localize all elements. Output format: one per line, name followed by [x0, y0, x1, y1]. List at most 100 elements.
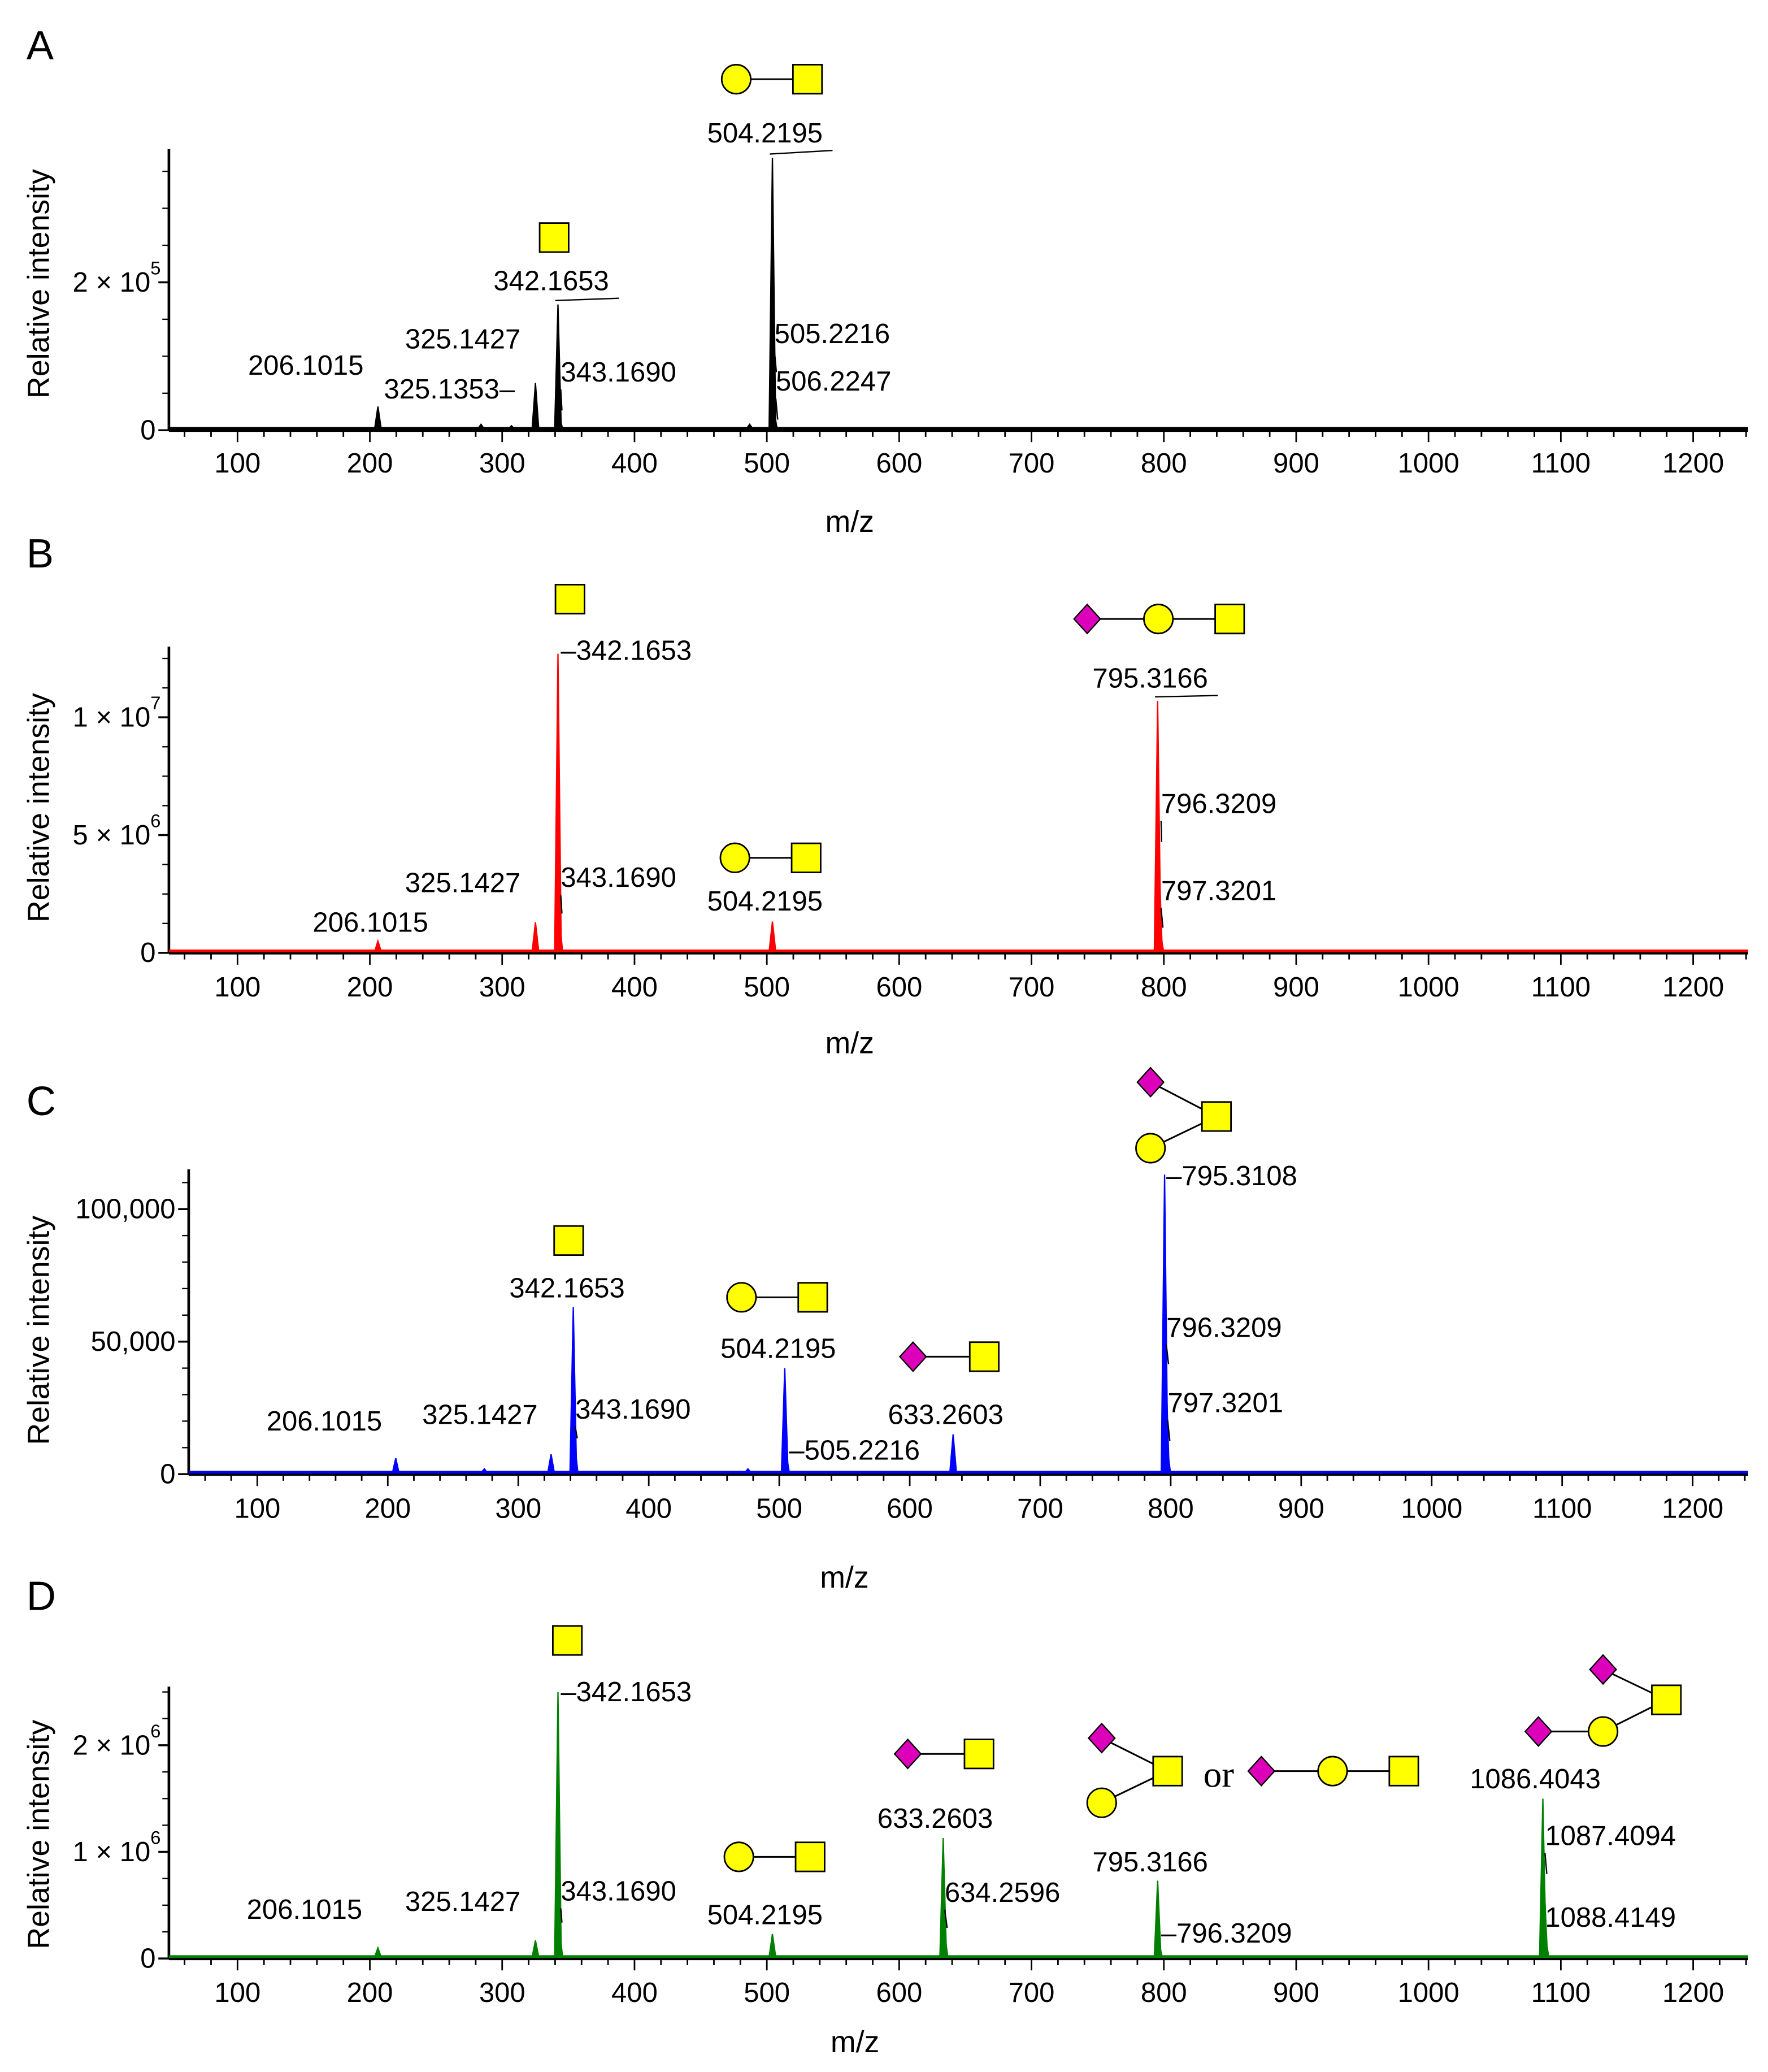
- peak-label: 343.1690: [561, 1876, 676, 1906]
- x-tick-label: 900: [1273, 1978, 1319, 2008]
- peak-label: 1086.4043: [1470, 1764, 1601, 1794]
- peak: [531, 1940, 540, 1958]
- y-tick-label: 1 × 10: [73, 703, 151, 733]
- y-tick-label: 2 × 10: [73, 267, 151, 298]
- glycan-disialyl-hex-hexnac-icon: [1524, 1654, 1682, 1747]
- y-tick-label: 0: [140, 1944, 155, 1974]
- galnac-square-icon: [538, 222, 570, 253]
- x-tick-label: 1100: [1531, 448, 1591, 479]
- x-tick-label: 200: [347, 1978, 393, 2008]
- x-tick-label: 800: [1141, 448, 1187, 479]
- galnac-square-icon: [792, 64, 823, 95]
- panel-label: B: [27, 531, 54, 576]
- peak: [949, 1434, 957, 1474]
- x-tick-label: 700: [1009, 448, 1055, 479]
- peak-label: 796.3209: [1161, 788, 1276, 819]
- x-tick-label: 1000: [1398, 1978, 1459, 2008]
- galactose-circle-icon: [719, 842, 750, 873]
- galactose-circle-icon: [720, 64, 752, 95]
- peak-label: 343.1690: [561, 862, 676, 893]
- peak-label: 206.1015: [267, 1406, 382, 1437]
- galnac-square-icon: [968, 1341, 1000, 1372]
- panel-label: D: [27, 1573, 56, 1619]
- glycan-hex-hexnac-icon: [726, 1282, 828, 1313]
- x-tick-label: 600: [876, 448, 922, 479]
- x-tick-label: 1200: [1662, 1978, 1724, 2008]
- peak-label: 206.1015: [247, 1895, 362, 1925]
- x-tick-label: 900: [1273, 972, 1319, 1003]
- peak-label: 325.1427: [405, 1887, 520, 1917]
- x-tick-label: 1000: [1401, 1493, 1462, 1524]
- glycan-hex-hexnac-icon: [723, 1841, 826, 1872]
- peak-label: 795.3166: [1092, 1847, 1207, 1878]
- peak-label: 633.2603: [878, 1804, 993, 1834]
- x-tick-label: 1200: [1662, 972, 1724, 1003]
- peak: [1154, 1942, 1163, 1958]
- x-tick-label: 700: [1009, 1978, 1055, 2008]
- peak-label: 325.1427: [422, 1399, 537, 1430]
- sialic-acid-diamond-icon: [1073, 603, 1102, 635]
- x-tick-label: 1000: [1398, 448, 1459, 479]
- x-tick-label: 200: [347, 972, 393, 1003]
- glycan-neuac-hex-hexnac-icon: [1073, 603, 1245, 635]
- label-leader: [560, 389, 563, 411]
- glycan-hexnac-icon: [554, 584, 585, 615]
- peak-label: –795.3108: [1166, 1161, 1297, 1191]
- peak-label: 206.1015: [248, 350, 363, 381]
- label-leader: [775, 398, 779, 420]
- glycan-branched-neuac-hex-hexnac-icon: [1135, 1067, 1232, 1164]
- x-tick-label: 400: [611, 448, 658, 479]
- peak: [555, 1926, 563, 1958]
- peak: [940, 1931, 949, 1958]
- peak-label: 506.2247: [776, 366, 891, 397]
- glycan-hex-hexnac-icon: [720, 64, 823, 95]
- label-leader: [560, 895, 563, 914]
- peak-label: 504.2195: [707, 886, 823, 917]
- peak: [373, 1945, 383, 1958]
- x-tick-label: 1100: [1532, 1493, 1592, 1524]
- y-tick-exponent: 5: [150, 257, 160, 278]
- panel-c: C 100 200 300 400 500 600 700 800 900 1000 1100 1200…: [21, 1078, 1748, 1594]
- y-axis-label: Relative intensity: [21, 693, 55, 922]
- y-tick-exponent: 6: [150, 1720, 160, 1741]
- y-tick-label: 0: [160, 1459, 175, 1490]
- peak-label: 634.2596: [945, 1878, 1060, 1908]
- panel-label: A: [27, 23, 54, 68]
- x-tick-label: 500: [744, 1978, 790, 2008]
- y-tick-exponent: 7: [150, 692, 160, 713]
- sialic-acid-diamond-icon: [1136, 1067, 1165, 1098]
- panel-d: D 100 200 300 400 500 600 700 800 900 1000 1100 1200…: [21, 1573, 1748, 2059]
- peak: [1541, 1937, 1550, 1958]
- galnac-square-icon: [1388, 1755, 1419, 1787]
- y-tick-label: 0: [140, 938, 155, 968]
- glycan-neuac-hex-hexnac-icon: [1247, 1755, 1419, 1787]
- x-tick-label: 400: [611, 972, 658, 1003]
- x-tick-label: 500: [744, 972, 790, 1003]
- x-tick-label: 700: [1009, 972, 1055, 1003]
- x-tick-label: 900: [1278, 1493, 1324, 1524]
- y-tick-label: 5 × 10: [73, 820, 151, 851]
- peak: [743, 1468, 753, 1474]
- label-leader: [1166, 1345, 1170, 1364]
- peak-label: 504.2195: [707, 118, 823, 149]
- peak: [555, 917, 563, 952]
- galnac-square-icon: [1651, 1684, 1682, 1715]
- label-leader: [555, 297, 619, 301]
- peak-label: 633.2603: [888, 1399, 1004, 1430]
- label-leader: [944, 1909, 948, 1928]
- x-tick-label: 1100: [1531, 1978, 1591, 2008]
- y-tick-label: 50,000: [91, 1327, 176, 1357]
- sialic-acid-diamond-icon: [1589, 1654, 1618, 1685]
- galnac-square-icon: [790, 842, 822, 873]
- x-tick-label: 1200: [1662, 448, 1724, 479]
- peak-label: 504.2195: [707, 1900, 823, 1930]
- y-tick-label: 2 × 10: [73, 1730, 151, 1761]
- peak: [531, 383, 540, 430]
- label-leader: [1167, 1420, 1171, 1441]
- galnac-square-icon: [797, 1282, 828, 1313]
- glycan-hexnac-icon: [538, 222, 570, 253]
- peak-label: 342.1653: [509, 1273, 624, 1303]
- glycan-neuac-hexnac-icon: [898, 1341, 1000, 1372]
- y-axis-label: Relative intensity: [21, 169, 55, 398]
